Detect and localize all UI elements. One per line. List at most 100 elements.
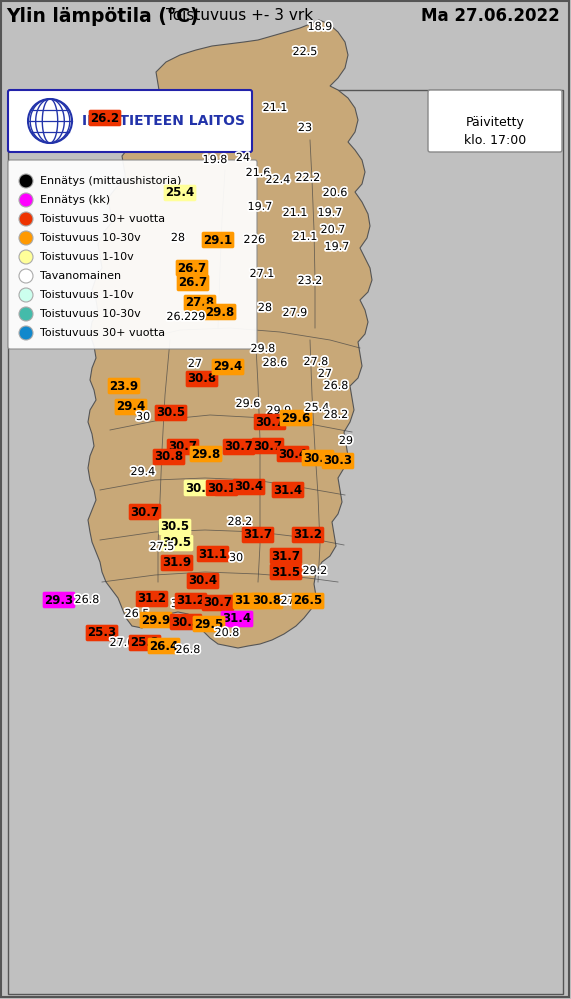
Text: 31.7: 31.7: [243, 528, 272, 541]
Text: 30.5: 30.5: [160, 520, 190, 533]
Text: 30: 30: [229, 553, 243, 563]
Text: ILMATIETEEN LAITOS: ILMATIETEEN LAITOS: [82, 114, 245, 128]
Text: 31.3: 31.3: [235, 594, 263, 607]
Text: 20.6: 20.6: [323, 188, 347, 198]
Circle shape: [19, 288, 33, 302]
Text: 30.7: 30.7: [254, 440, 283, 453]
Text: 29.6: 29.6: [282, 412, 311, 425]
Text: 28.2: 28.2: [324, 410, 348, 420]
Text: 31.9: 31.9: [162, 556, 191, 569]
Text: 29.8: 29.8: [251, 344, 275, 354]
Text: 27.1: 27.1: [250, 269, 275, 279]
Text: 26: 26: [251, 235, 265, 245]
Text: 28: 28: [171, 233, 185, 243]
Text: 19.7: 19.7: [324, 242, 349, 252]
Text: Päivitetty
klo. 17:00: Päivitetty klo. 17:00: [464, 116, 526, 147]
Text: 30.1: 30.1: [207, 482, 236, 495]
Circle shape: [19, 250, 33, 264]
Text: 29.4: 29.4: [116, 401, 146, 414]
Text: 31.2: 31.2: [293, 528, 323, 541]
Text: 2: 2: [243, 235, 251, 245]
Text: Toistuvuus 30+ vuotta: Toistuvuus 30+ vuotta: [40, 328, 165, 338]
Text: 27: 27: [188, 359, 202, 369]
Text: 29.3: 29.3: [45, 593, 74, 606]
Text: 30.8: 30.8: [187, 373, 216, 386]
Polygon shape: [88, 20, 372, 648]
Text: 29: 29: [339, 436, 353, 446]
Text: 21.1: 21.1: [292, 232, 317, 242]
Text: 31.1: 31.1: [199, 547, 227, 560]
Circle shape: [19, 193, 33, 207]
Text: 27.8: 27.8: [186, 297, 215, 310]
Text: 25.2: 25.2: [130, 636, 159, 649]
Text: 31.4: 31.4: [274, 484, 303, 497]
Text: 29.4: 29.4: [131, 467, 155, 477]
Text: 26.5: 26.5: [124, 609, 150, 619]
Text: 30.7: 30.7: [131, 505, 159, 518]
Text: 26.8: 26.8: [75, 595, 99, 605]
Text: 30.8: 30.8: [154, 451, 183, 464]
Text: 31.5: 31.5: [271, 565, 300, 578]
Text: 19.8: 19.8: [203, 155, 227, 165]
Text: Ma 27.06.2022: Ma 27.06.2022: [421, 7, 560, 25]
Text: 22.5: 22.5: [292, 47, 317, 57]
Text: 29.8: 29.8: [206, 306, 235, 319]
Text: 29.5: 29.5: [194, 617, 224, 630]
Text: 20.8: 20.8: [215, 628, 239, 638]
Text: 24: 24: [236, 153, 250, 163]
Text: Ylin lämpötila (°C): Ylin lämpötila (°C): [6, 7, 199, 26]
Text: 30.4: 30.4: [235, 481, 264, 494]
Text: 30.5: 30.5: [186, 482, 215, 495]
Text: 30.5: 30.5: [156, 407, 186, 420]
Text: 30.3: 30.3: [171, 615, 200, 628]
Text: 30.7: 30.7: [255, 416, 284, 429]
Text: 29.6: 29.6: [236, 399, 260, 409]
Text: Toistuvuus 30+ vuotta: Toistuvuus 30+ vuotta: [40, 214, 165, 224]
Text: 30: 30: [136, 412, 150, 422]
Text: 29.2: 29.2: [303, 566, 328, 576]
Text: 23: 23: [298, 123, 312, 133]
FancyBboxPatch shape: [8, 90, 563, 994]
Circle shape: [19, 269, 33, 283]
Text: 28.2: 28.2: [227, 517, 252, 527]
Text: 30.7: 30.7: [224, 441, 254, 454]
Text: 30.4: 30.4: [188, 574, 218, 587]
Text: 31.2: 31.2: [138, 592, 167, 605]
Text: 28: 28: [258, 303, 272, 313]
Text: Toistuvuus 1-10v: Toistuvuus 1-10v: [40, 252, 134, 262]
Text: Toistuvuus +- 3 vrk: Toistuvuus +- 3 vrk: [166, 9, 313, 24]
Text: 27.9: 27.9: [283, 308, 308, 318]
Text: 30.7: 30.7: [203, 596, 232, 609]
Text: 26.7: 26.7: [178, 277, 208, 290]
Text: 30.5: 30.5: [303, 452, 332, 465]
Text: 30.5: 30.5: [162, 536, 191, 549]
Text: 31.4: 31.4: [223, 612, 252, 625]
Text: 29.9: 29.9: [142, 613, 171, 626]
Text: 25.4: 25.4: [166, 187, 195, 200]
Text: 23.2: 23.2: [297, 276, 323, 286]
Text: 23.9: 23.9: [110, 380, 139, 393]
Text: Toistuvuus 10-30v: Toistuvuus 10-30v: [40, 309, 140, 319]
Text: 27.6: 27.6: [110, 638, 134, 648]
Text: 22.4: 22.4: [266, 175, 291, 185]
FancyBboxPatch shape: [8, 160, 257, 349]
Text: 20.7: 20.7: [320, 225, 345, 235]
Circle shape: [19, 231, 33, 245]
Circle shape: [19, 307, 33, 321]
Text: 29.1: 29.1: [203, 234, 232, 247]
Text: 29.4: 29.4: [214, 361, 243, 374]
FancyBboxPatch shape: [8, 90, 252, 152]
Text: Toistuvuus 1-10v: Toistuvuus 1-10v: [40, 290, 134, 300]
Text: 27.8: 27.8: [304, 357, 328, 367]
Text: 21.1: 21.1: [283, 208, 307, 218]
Text: 26.8: 26.8: [324, 381, 348, 391]
Text: 25.3: 25.3: [87, 626, 116, 639]
Text: 27.5: 27.5: [150, 542, 174, 552]
Text: 26.4: 26.4: [150, 639, 179, 652]
Text: Tavanomainen: Tavanomainen: [40, 271, 121, 281]
Text: Ennätys (kk): Ennätys (kk): [40, 195, 110, 205]
Text: 30.7: 30.7: [168, 441, 198, 454]
Text: 26.7: 26.7: [178, 262, 207, 275]
Text: 21.6: 21.6: [246, 168, 271, 178]
Text: 26.229: 26.229: [166, 312, 206, 322]
